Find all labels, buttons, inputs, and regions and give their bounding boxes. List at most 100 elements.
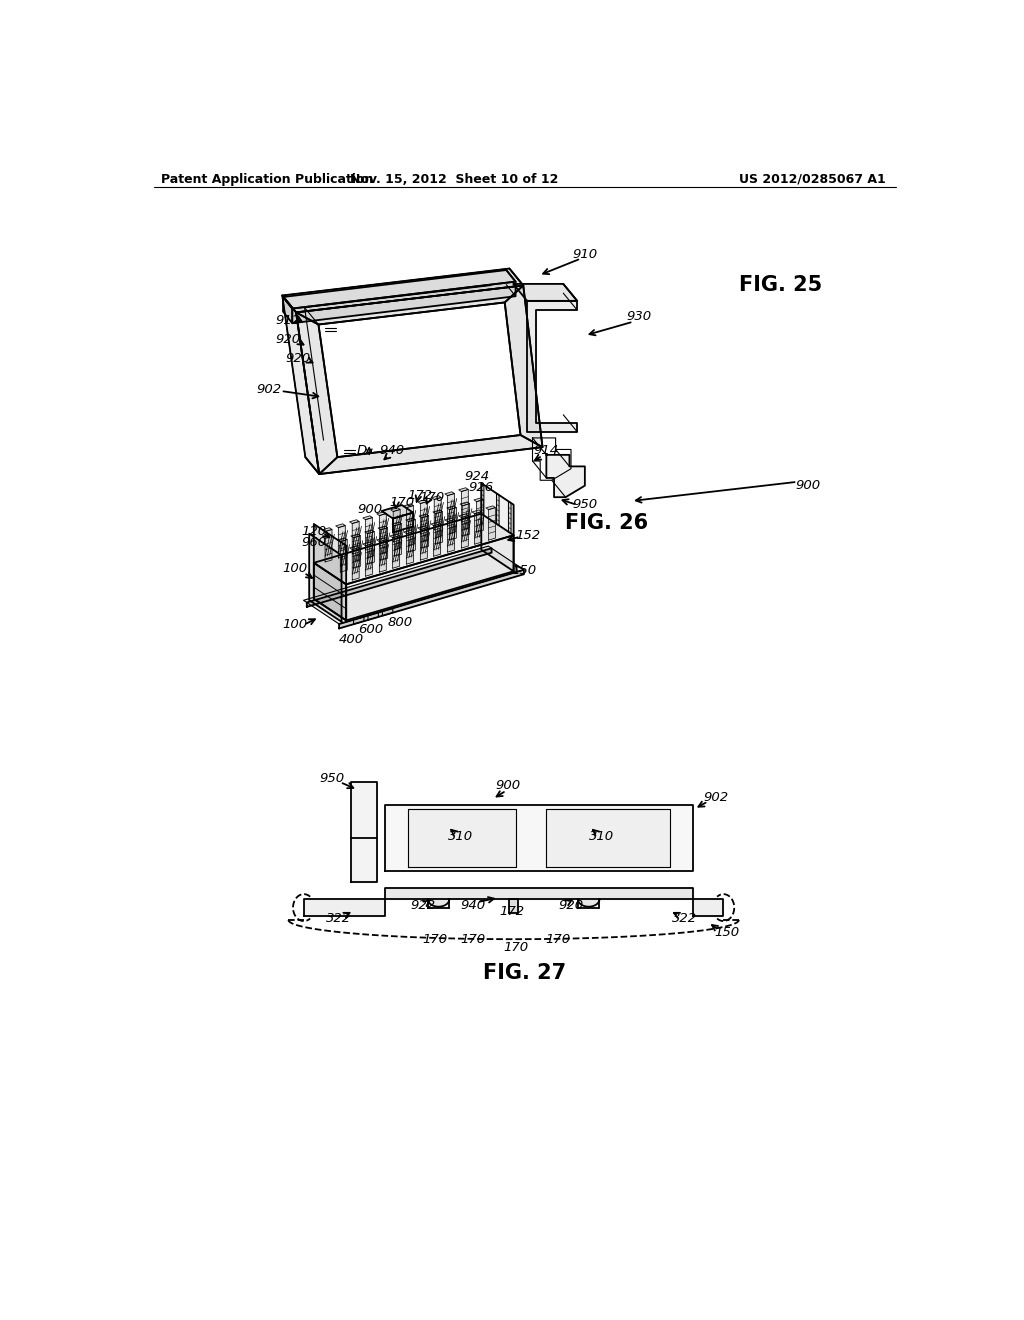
- Polygon shape: [307, 548, 492, 607]
- Polygon shape: [692, 899, 724, 916]
- Text: 924: 924: [465, 470, 489, 483]
- Polygon shape: [472, 510, 481, 513]
- Polygon shape: [366, 517, 373, 550]
- Polygon shape: [349, 520, 359, 524]
- Polygon shape: [379, 540, 386, 572]
- Polygon shape: [460, 502, 470, 506]
- Polygon shape: [393, 510, 400, 543]
- Polygon shape: [368, 612, 379, 620]
- Polygon shape: [339, 570, 524, 628]
- Polygon shape: [313, 524, 346, 620]
- Polygon shape: [349, 546, 359, 549]
- Polygon shape: [368, 532, 375, 564]
- Text: 940: 940: [380, 445, 404, 458]
- Polygon shape: [418, 525, 427, 529]
- Polygon shape: [318, 302, 520, 457]
- Polygon shape: [407, 506, 414, 539]
- Polygon shape: [393, 512, 413, 532]
- Polygon shape: [527, 301, 578, 432]
- Polygon shape: [431, 521, 440, 525]
- Polygon shape: [352, 521, 359, 554]
- Polygon shape: [313, 562, 346, 620]
- Polygon shape: [377, 512, 386, 516]
- Polygon shape: [394, 524, 401, 556]
- Polygon shape: [382, 609, 393, 615]
- Polygon shape: [578, 899, 599, 907]
- Polygon shape: [463, 504, 470, 536]
- Polygon shape: [408, 809, 515, 867]
- Polygon shape: [445, 517, 455, 521]
- Polygon shape: [481, 483, 484, 515]
- Text: 920: 920: [558, 899, 584, 912]
- Text: 172: 172: [408, 490, 432, 503]
- Polygon shape: [446, 506, 457, 510]
- Text: FIG. 26: FIG. 26: [564, 513, 648, 533]
- Polygon shape: [303, 546, 524, 624]
- Polygon shape: [547, 455, 585, 498]
- Polygon shape: [406, 517, 416, 521]
- Text: 900: 900: [496, 779, 520, 792]
- Polygon shape: [409, 520, 416, 552]
- Polygon shape: [338, 525, 345, 558]
- Polygon shape: [392, 521, 401, 525]
- Polygon shape: [362, 516, 373, 520]
- Polygon shape: [304, 899, 385, 916]
- Text: 170: 170: [390, 496, 415, 510]
- Polygon shape: [432, 496, 441, 499]
- Polygon shape: [462, 490, 468, 521]
- Text: 310: 310: [447, 829, 473, 842]
- Polygon shape: [353, 536, 360, 568]
- Polygon shape: [325, 529, 332, 562]
- Polygon shape: [340, 540, 347, 572]
- Polygon shape: [459, 488, 468, 491]
- Text: Patent Application Publication: Patent Application Publication: [162, 173, 374, 186]
- Polygon shape: [313, 513, 514, 585]
- Text: US 2012/0285067 A1: US 2012/0285067 A1: [739, 173, 886, 186]
- Text: 912: 912: [275, 314, 301, 326]
- Polygon shape: [462, 516, 468, 548]
- Polygon shape: [323, 528, 332, 532]
- Text: Nov. 15, 2012  Sheet 10 of 12: Nov. 15, 2012 Sheet 10 of 12: [350, 173, 558, 186]
- Polygon shape: [459, 513, 468, 517]
- Polygon shape: [547, 809, 670, 867]
- Polygon shape: [362, 543, 373, 545]
- Polygon shape: [474, 498, 483, 502]
- Text: 926: 926: [468, 480, 494, 494]
- Polygon shape: [422, 516, 429, 548]
- Text: 150: 150: [715, 925, 740, 939]
- Polygon shape: [296, 313, 337, 474]
- Text: 120: 120: [301, 524, 327, 537]
- Text: 170: 170: [503, 941, 528, 954]
- Polygon shape: [433, 524, 440, 556]
- Polygon shape: [447, 494, 455, 527]
- Polygon shape: [296, 285, 523, 325]
- Polygon shape: [385, 888, 692, 899]
- Polygon shape: [351, 781, 377, 882]
- Text: 920: 920: [286, 352, 311, 366]
- Text: 100: 100: [282, 562, 307, 576]
- Polygon shape: [390, 508, 400, 512]
- Polygon shape: [283, 297, 292, 323]
- Polygon shape: [403, 504, 414, 508]
- Polygon shape: [481, 483, 514, 572]
- Text: 170: 170: [461, 933, 485, 945]
- Polygon shape: [488, 508, 496, 540]
- Polygon shape: [433, 510, 442, 513]
- Text: 900: 900: [357, 503, 383, 516]
- Text: 902: 902: [703, 791, 728, 804]
- Text: 170: 170: [546, 933, 570, 945]
- Polygon shape: [450, 508, 457, 540]
- Text: 930: 930: [627, 310, 651, 323]
- Text: 800: 800: [387, 616, 413, 630]
- Polygon shape: [378, 525, 388, 529]
- Polygon shape: [283, 268, 523, 313]
- Text: FIG. 25: FIG. 25: [739, 276, 822, 296]
- Polygon shape: [447, 520, 455, 552]
- Text: 310: 310: [589, 829, 614, 842]
- Polygon shape: [486, 506, 496, 510]
- Polygon shape: [283, 296, 319, 474]
- Text: 170: 170: [420, 491, 444, 504]
- Polygon shape: [390, 535, 399, 537]
- Polygon shape: [428, 899, 450, 907]
- Polygon shape: [421, 502, 427, 535]
